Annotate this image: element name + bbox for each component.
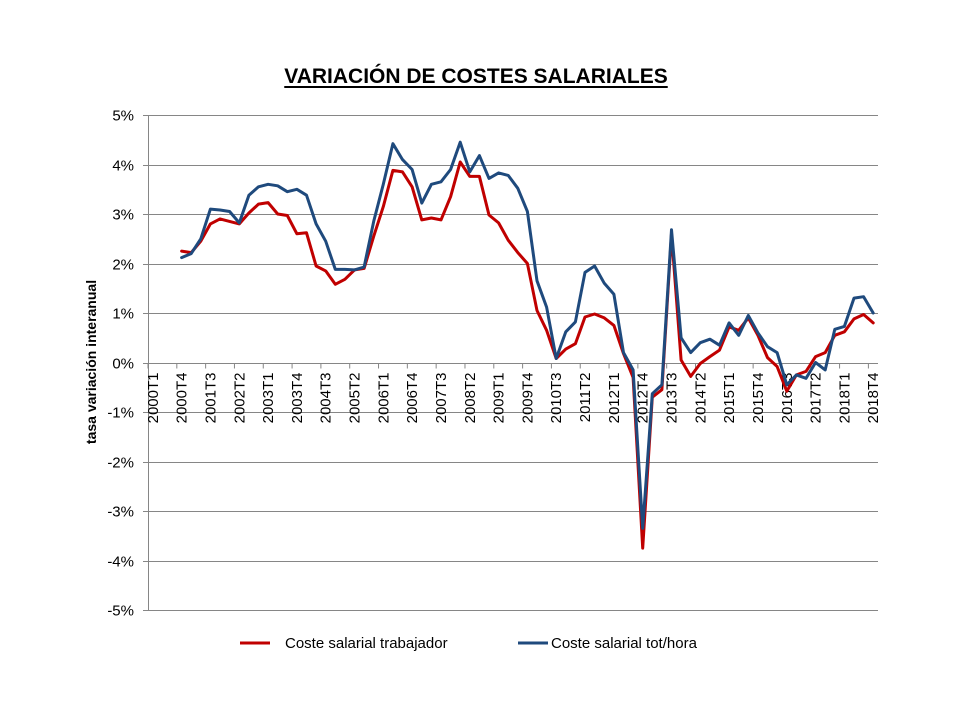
x-tick-label: 2013T3 bbox=[664, 373, 681, 424]
x-tick-label: 2000T4 bbox=[174, 373, 191, 424]
x-tick-label: 2008T2 bbox=[462, 373, 479, 424]
y-tick-label: 1% bbox=[112, 306, 134, 323]
legend-label-tot-hora: Coste salarial tot/hora bbox=[551, 635, 698, 652]
x-tick-label: 2018T1 bbox=[836, 373, 853, 424]
gridlines bbox=[148, 115, 878, 611]
x-tick-label: 2015T1 bbox=[721, 373, 738, 424]
y-tick-label: -1% bbox=[107, 405, 134, 422]
series-lines bbox=[180, 140, 875, 550]
x-tick-label: 2012T4 bbox=[635, 373, 652, 424]
x-tick-label: 2009T1 bbox=[491, 373, 508, 424]
x-tick-label: 2005T2 bbox=[347, 373, 364, 424]
y-axis-title: tasa variación interanual bbox=[83, 280, 99, 444]
x-tick-label: 2018T4 bbox=[865, 373, 882, 424]
x-tick-label: 2015T4 bbox=[750, 373, 767, 424]
x-tick-label: 2003T4 bbox=[289, 373, 306, 424]
x-tick-label: 2014T2 bbox=[692, 373, 709, 424]
x-tick-label: 2003T1 bbox=[260, 373, 277, 424]
x-tick-label: 2007T3 bbox=[433, 373, 450, 424]
legend: Coste salarial trabajador Coste salarial… bbox=[240, 635, 698, 652]
x-tick-label: 2011T2 bbox=[577, 373, 594, 423]
x-tick-label: 2002T2 bbox=[231, 373, 248, 424]
y-tick-label: 0% bbox=[112, 356, 134, 373]
y-tick-label: 3% bbox=[112, 207, 134, 224]
y-tick-label: -5% bbox=[107, 603, 134, 620]
y-tick-label: 4% bbox=[112, 158, 134, 175]
x-tick-label: 2000T1 bbox=[145, 373, 162, 424]
y-tick-label: 5% bbox=[112, 108, 134, 125]
x-tick-label: 2006T4 bbox=[404, 373, 421, 424]
legend-label-trabajador: Coste salarial trabajador bbox=[285, 635, 448, 652]
x-axis-tick-labels: 2000T1 2000T4 2001T3 2002T2 2003T1 2003T4 2004… bbox=[145, 373, 882, 424]
axes bbox=[143, 115, 869, 611]
x-tick-label: 2004T3 bbox=[318, 373, 335, 424]
x-tick-label: 2001T3 bbox=[202, 373, 219, 424]
y-tick-label: -3% bbox=[107, 504, 134, 521]
y-tick-label: -4% bbox=[107, 554, 134, 571]
x-tick-label: 2006T1 bbox=[375, 373, 392, 424]
y-tick-label: 2% bbox=[112, 257, 134, 274]
x-tick-label: 2017T2 bbox=[808, 373, 825, 424]
series-line-tot-hora bbox=[180, 140, 875, 530]
y-tick-label: -2% bbox=[107, 455, 134, 472]
x-tick-label: 2012T1 bbox=[606, 373, 623, 424]
y-axis-tick-labels: 5% 4% 3% 2% 1% 0% -1% -2% -3% -4% -5% bbox=[107, 108, 134, 620]
chart-title: VARIACIÓN DE COSTES SALARIALES bbox=[284, 65, 668, 88]
x-tick-label: 2009T4 bbox=[519, 373, 536, 424]
x-tick-label: 2010T3 bbox=[548, 373, 565, 424]
